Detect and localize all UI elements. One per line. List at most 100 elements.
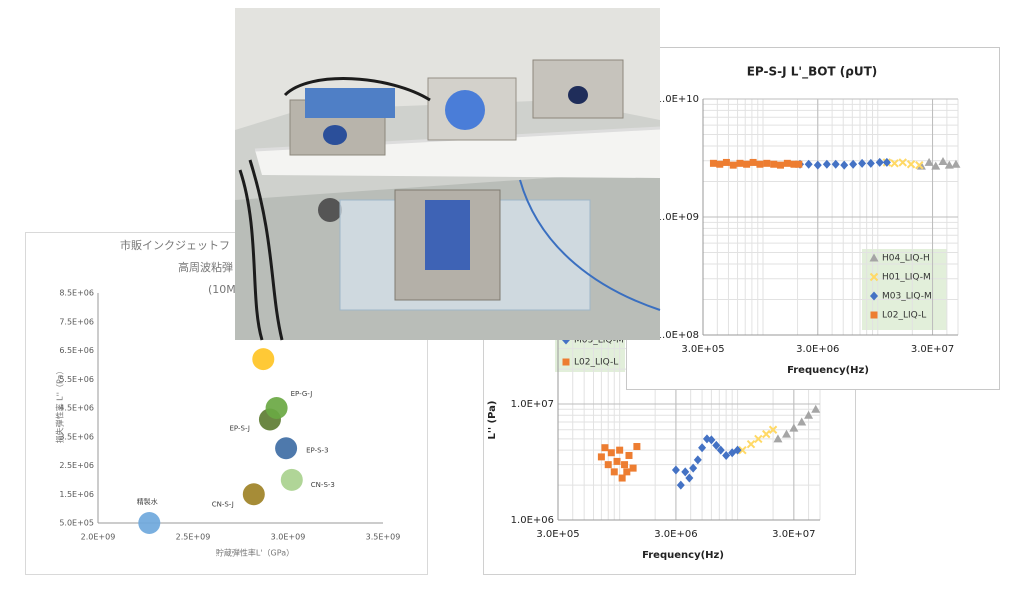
bubble [275,437,298,460]
marker [621,461,629,469]
chart-title: 市販インクジェットフ [120,238,230,252]
marker [629,464,637,472]
marker [671,465,680,475]
marker [768,425,778,434]
chart-title: EP-S-J L'_BOT (ρUT) [747,65,878,80]
y-axis-label: 損失弾性率 L''（Pa） [55,367,65,444]
marker [749,158,757,166]
marker [804,410,814,419]
x-tick-label: 3.0E+05 [536,529,579,540]
x-tick-label: 3.5E+09 [366,533,401,542]
marker [738,445,747,455]
marker [733,445,742,455]
y-tick-label: 1.0E+10 [656,94,699,105]
marker [915,160,924,170]
marker [601,444,609,452]
marker [722,450,731,460]
x-tick-label: 2.0E+09 [81,533,116,542]
marker [813,160,822,170]
marker [597,453,605,461]
marker [716,445,725,455]
marker [562,358,570,366]
y-tick-label: 1.0E+07 [511,399,554,410]
x-tick-label: 3.0E+09 [271,533,306,542]
x-axis-label: Frequency(Hz) [787,365,869,376]
point-label: CN-S-3 [311,481,335,489]
marker [858,158,867,168]
marker [773,434,783,443]
device-window [323,125,347,145]
y-tick-label: 5.0E+05 [59,519,94,528]
point-label: CN-S-J [212,500,234,508]
marker [931,161,941,170]
point-label: EP-G-J [291,390,313,398]
marker [763,159,771,167]
marker [698,443,707,453]
marker [776,161,784,169]
port [318,198,342,222]
bubble [252,348,275,371]
marker [625,451,633,459]
marker [840,160,849,170]
y-tick-label: 1.0E+09 [656,212,699,223]
marker [875,157,884,167]
marker [782,429,792,438]
marker [790,160,798,168]
x-tick-label: 3.0E+06 [796,344,839,355]
marker [762,429,771,439]
marker [916,161,926,170]
y-tick-label: 1.0E+08 [656,330,699,341]
x-tick-label: 3.0E+05 [681,344,724,355]
y-tick-label: 1.0E+06 [511,515,554,526]
y-axis-label: L'' (Pa) [487,401,498,440]
device-blue [305,88,395,118]
marker [870,291,878,301]
chart-title: (10MI [208,283,239,296]
legend-label: H04_LIQ-H [882,254,930,264]
marker [736,159,744,167]
marker [811,404,821,413]
marker [623,468,631,476]
marker [616,446,624,454]
marker [607,449,615,457]
marker [604,461,612,469]
marker [707,435,716,445]
marker [870,311,878,319]
storage-modulus-card: 3.0E+05 3.0E+06 3.0E+07 1.0E+08 1.0E+09 1.0E+… [626,47,1000,390]
x-axis-label: Frequency(Hz) [642,550,724,561]
marker [693,455,702,465]
device-window [445,90,485,130]
x-axis-label: 貯蔵弾性率L'（GPa） [216,548,294,558]
marker [906,160,916,169]
legend-label: M03_LIQ-M [882,292,932,302]
y-tick-label: 6.5E+06 [59,346,94,355]
marker [797,417,807,426]
x-tick-label: 3.0E+06 [654,529,697,540]
marker [869,272,879,282]
marker [869,253,879,262]
x-tick-label: 2.5E+09 [176,533,211,542]
marker [831,159,840,169]
bubble [138,512,161,534]
legend-label: M03_LIQ-M [574,336,624,346]
y-tick-label: 4.5E+06 [59,404,94,413]
marker [754,434,763,444]
marker [685,473,694,483]
y-tick-label: 7.5E+06 [59,317,94,326]
y-tick-label: 8.5E+06 [59,289,94,298]
marker [951,159,961,168]
marker [770,160,778,168]
device-blue [425,200,470,270]
marker [866,158,875,168]
y-tick-label: 1.5E+06 [59,490,94,499]
chart-title: 高周波粘弾 [178,260,233,274]
marker [822,159,831,169]
marker [618,474,626,482]
point-label: EP-S-J [229,425,249,433]
device-window [568,86,588,104]
marker [849,159,858,169]
photo [235,8,661,341]
marker [795,160,803,168]
bubble [242,483,265,506]
